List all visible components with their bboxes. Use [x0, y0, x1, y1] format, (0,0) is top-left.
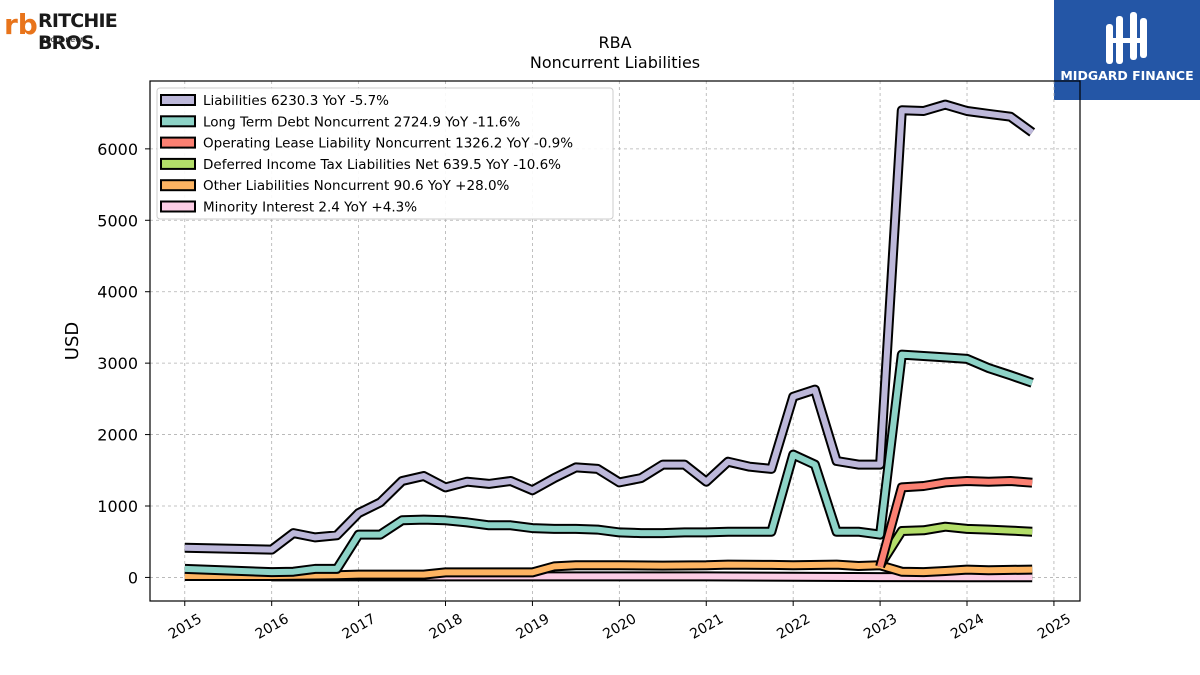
- legend-label: Long Term Debt Noncurrent 2724.9 YoY -11…: [203, 114, 520, 130]
- x-tick-label: 2018: [427, 611, 466, 643]
- chart-title: RBA: [598, 33, 631, 52]
- legend-label: Operating Lease Liability Noncurrent 132…: [203, 136, 573, 152]
- ritchie-bros-wordmark: RITCHIE BROS.: [38, 10, 118, 54]
- x-tick-label: 2020: [600, 611, 639, 643]
- chart-subtitle: Noncurrent Liabilities: [530, 53, 700, 72]
- x-tick-label: 2025: [1035, 611, 1074, 643]
- x-tick-label: 2023: [861, 611, 900, 643]
- y-tick-label: 1000: [97, 497, 138, 516]
- legend-swatch: [160, 200, 196, 213]
- series-line-deferred-income-tax-liabilities-net: [877, 523, 1033, 567]
- ritchie-bros-logo: rb RITCHIE BROS. Auctioneers: [4, 6, 174, 54]
- x-tick-label: 2021: [687, 611, 726, 643]
- x-tick-label: 2024: [948, 611, 987, 643]
- x-tick-label: 2016: [253, 611, 292, 643]
- x-tick-label: 2022: [774, 611, 813, 643]
- legend-label: Deferred Income Tax Liabilities Net 639.…: [203, 157, 561, 173]
- series-layer: [184, 99, 1036, 583]
- legend-box: [156, 87, 614, 220]
- ritchie-bros-tagline: Auctioneers: [40, 35, 88, 44]
- svg-text:rb: rb: [4, 8, 38, 41]
- y-tick-label: 0: [128, 568, 138, 587]
- series-line-liabilities: [184, 101, 1034, 553]
- legend-swatch: [160, 136, 196, 149]
- y-tick-label: 6000: [97, 140, 138, 159]
- series-line-other-liabilities-noncurrent: [184, 561, 1033, 579]
- midgard-emblem-icon: [1106, 12, 1147, 64]
- x-tick-label: 2019: [513, 611, 552, 643]
- legend-swatch: [160, 157, 196, 170]
- legend-swatch: [160, 115, 196, 128]
- legend-swatch: [160, 179, 196, 192]
- plot-frame: [149, 80, 1081, 602]
- legend-label: Minority Interest 2.4 YoY +4.3%: [203, 200, 417, 216]
- midgard-finance-logo: MIDGARD FINANCE: [1054, 0, 1200, 100]
- rb-mark-icon: rb: [4, 8, 38, 41]
- series-line-long-term-debt-noncurrent: [184, 351, 1034, 576]
- midgard-finance-wordmark: MIDGARD FINANCE: [1060, 68, 1194, 83]
- y-axis-label: USD: [62, 322, 83, 360]
- series-line-operating-lease-liability-noncurrent: [877, 478, 1033, 568]
- y-tick-label: 3000: [97, 354, 138, 373]
- x-tick-label: 2015: [166, 611, 205, 643]
- legend-swatch: [160, 94, 196, 106]
- legend-label: Liabilities 6230.3 YoY -5.7%: [203, 93, 389, 109]
- legend-label: Other Liabilities Noncurrent 90.6 YoY +2…: [203, 178, 510, 194]
- y-tick-label: 4000: [97, 283, 138, 302]
- legend: Liabilities 6230.3 YoY -5.7% Long Term De…: [156, 87, 614, 220]
- y-tick-label: 2000: [97, 426, 138, 445]
- y-tick-label: 5000: [97, 211, 138, 230]
- x-tick-label: 2017: [340, 611, 379, 643]
